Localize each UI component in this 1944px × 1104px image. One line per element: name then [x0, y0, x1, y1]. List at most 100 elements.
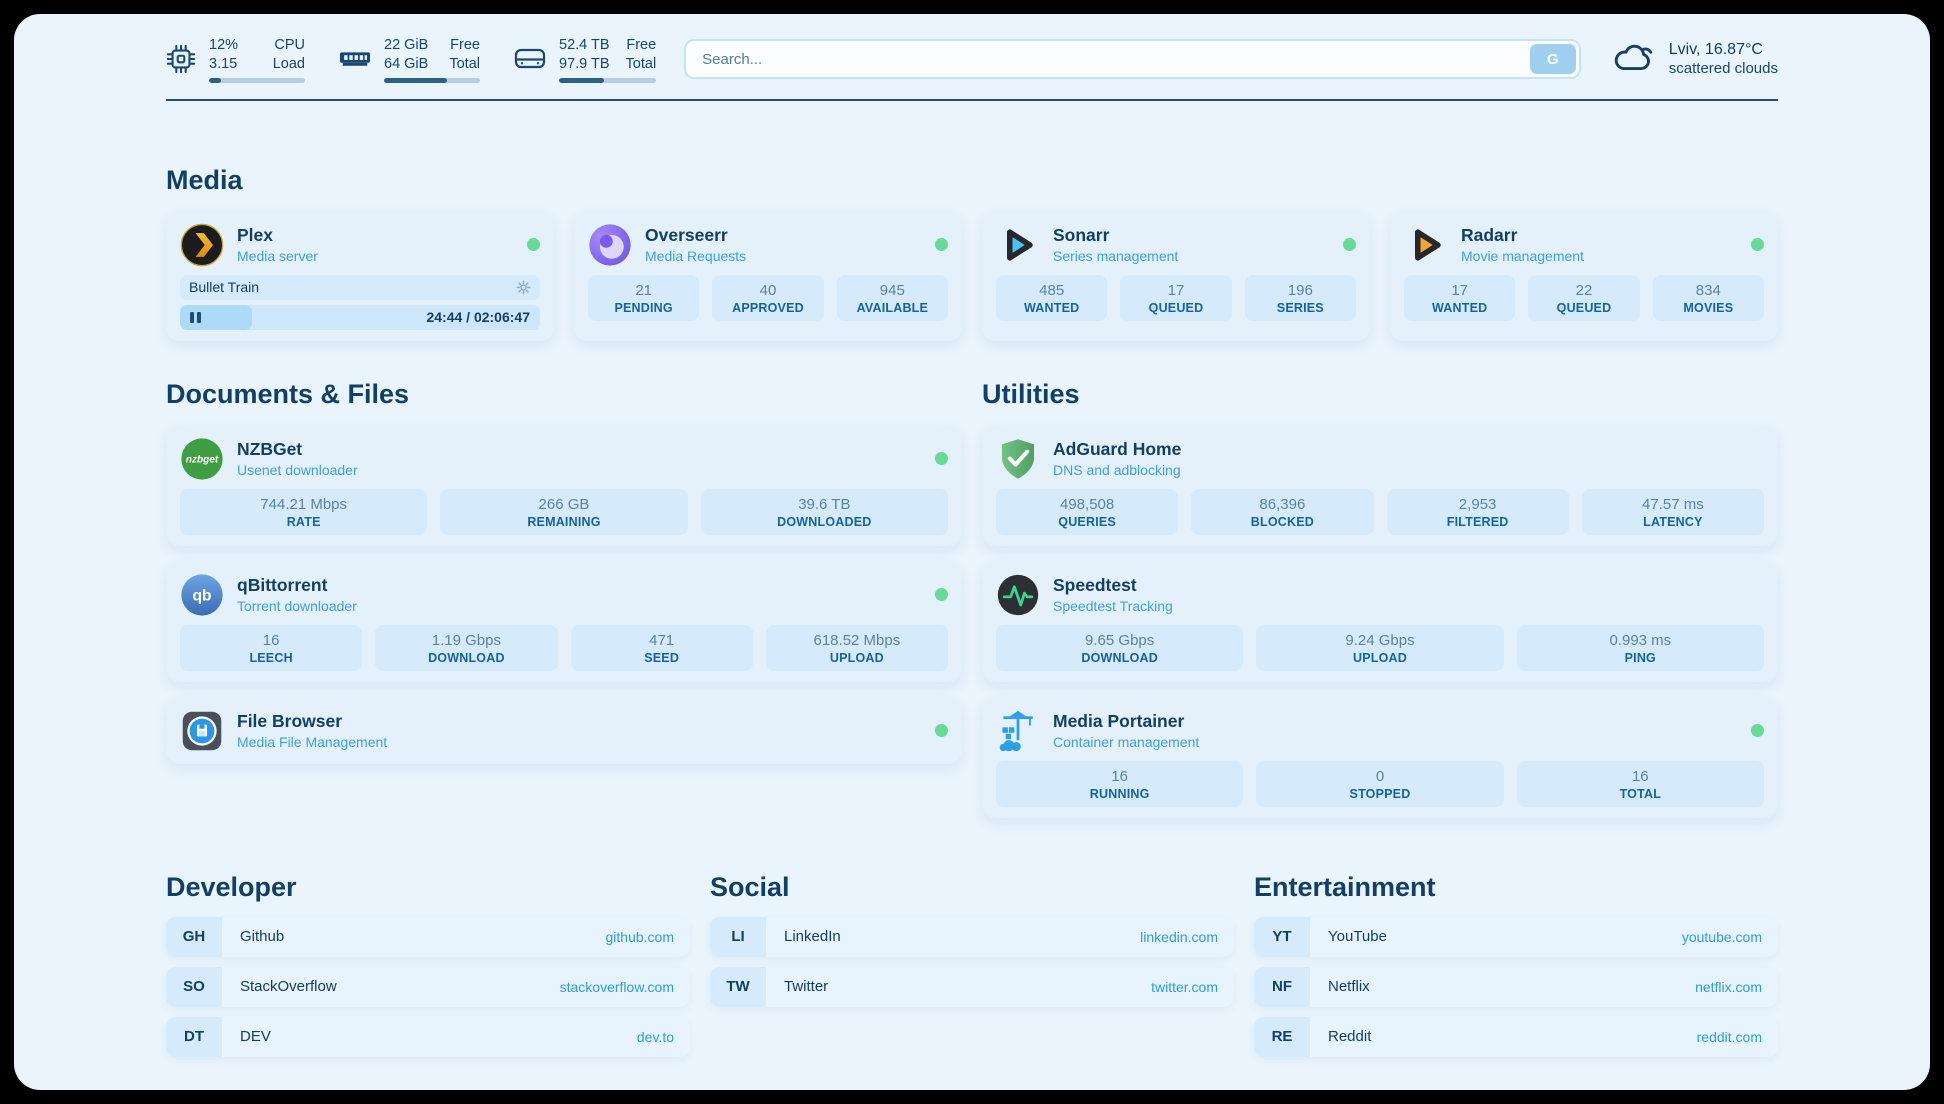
column-utilities: Utilities AdGuard Home: [982, 379, 1778, 818]
link-netflix[interactable]: NF Netflix netflix.com: [1254, 966, 1778, 1007]
status-dot: [935, 724, 948, 738]
stat-upload: 9.24 Gbps UPLOAD: [1256, 624, 1504, 671]
cpu-values: 12% 3.15: [209, 37, 239, 72]
app-name: qBittorrent: [237, 575, 328, 596]
svg-text:qb: qb: [192, 587, 211, 604]
app-card-plex[interactable]: Plex Media server Bullet Train: [166, 211, 554, 341]
weather-widget: Lviv, 16.87°C scattered clouds: [1611, 40, 1778, 79]
stat-total: 16 TOTAL: [1516, 760, 1764, 807]
link-name: DEV: [240, 1028, 271, 1046]
link-url: twitter.com: [1151, 978, 1218, 995]
app-name: Media Portainer: [1053, 711, 1185, 732]
app-card-portainer[interactable]: Media Portainer Container management 16 R…: [982, 697, 1778, 818]
link-name: YouTube: [1328, 928, 1387, 946]
stat-remaining: 266 GB REMAINING: [440, 488, 688, 535]
link-stackoverflow[interactable]: SO StackOverflow stackoverflow.com: [166, 966, 690, 1007]
app-name: Radarr: [1461, 225, 1518, 246]
disk-progress-bar: [559, 77, 657, 83]
app-description: Movie management: [1461, 248, 1584, 265]
playback-progress-bar[interactable]: 24:44 / 02:06:47: [180, 304, 540, 330]
app-description: DNS and adblocking: [1053, 462, 1181, 479]
link-abbr: YT: [1254, 916, 1310, 957]
cpu-labels: CPU Load: [272, 37, 305, 72]
app-card-speedtest[interactable]: Speedtest Speedtest Tracking 9.65 Gbps DO…: [982, 561, 1778, 682]
stat-series: 196 SERIES: [1244, 274, 1356, 321]
section-title-developer: Developer: [166, 871, 297, 902]
topbar-divider: [166, 98, 1778, 101]
link-linkedin[interactable]: LI LinkedIn linkedin.com: [710, 916, 1234, 957]
link-name: Twitter: [784, 978, 829, 996]
app-description: Media Requests: [645, 248, 747, 265]
stat-upload: 618.52 Mbps UPLOAD: [765, 624, 948, 671]
link-dev[interactable]: DT DEV dev.to: [166, 1016, 690, 1057]
disk-icon: [514, 46, 546, 72]
link-name: Reddit: [1328, 1028, 1372, 1046]
links-social: Social LI LinkedIn linkedin.com TW Twitt…: [710, 872, 1234, 1007]
stat-download: 9.65 Gbps DOWNLOAD: [996, 624, 1244, 671]
qbittorrent-icon: qb: [180, 573, 224, 617]
links-developer: Developer GH Github github.com SO StackO…: [166, 872, 690, 1057]
link-name: Github: [240, 928, 285, 946]
column-documents: Documents & Files nzbget NZBGet U: [166, 379, 962, 764]
link-url: dev.to: [636, 1028, 674, 1045]
app-description: Series management: [1053, 248, 1179, 265]
app-card-radarr[interactable]: Radarr Movie management 17 WANTED 22 QUEUE…: [1390, 211, 1778, 341]
app-name: Sonarr: [1053, 225, 1110, 246]
disk-widget: 52.4 TB 97.9 TB Free Total: [514, 36, 657, 83]
status-dot: [935, 238, 948, 252]
search-input[interactable]: [684, 39, 1581, 80]
status-dot: [935, 588, 948, 602]
stat-available: 945 AVAILABLE: [836, 274, 948, 321]
app-card-adguard[interactable]: AdGuard Home DNS and adblocking 498,508 Q…: [982, 425, 1778, 546]
stat-ping: 0.993 ms PING: [1516, 624, 1764, 671]
overseerr-icon: [588, 223, 632, 267]
stat-running: 16 RUNNING: [996, 760, 1244, 807]
app-card-qbittorrent[interactable]: qb qBittorrent Torrent downloader 16 LEEC…: [166, 561, 962, 682]
link-youtube[interactable]: YT YouTube youtube.com: [1254, 916, 1778, 957]
link-reddit[interactable]: RE Reddit reddit.com: [1254, 1016, 1778, 1057]
link-url: stackoverflow.com: [559, 978, 674, 995]
app-description: Torrent downloader: [237, 598, 357, 615]
app-name: Overseerr: [645, 225, 728, 246]
link-abbr: SO: [166, 966, 222, 1007]
stat-rate: 744.21 Mbps RATE: [180, 488, 428, 535]
stat-queries: 498,508 QUERIES: [996, 488, 1179, 535]
svg-text:nzbget: nzbget: [186, 454, 219, 465]
link-name: StackOverflow: [240, 978, 337, 996]
section-title-entertainment: Entertainment: [1254, 871, 1436, 902]
top-bar: 12% 3.15 CPU Load: [166, 14, 1778, 83]
link-url: github.com: [605, 928, 674, 945]
gear-icon[interactable]: [516, 280, 531, 295]
stat-queued: 17 QUEUED: [1120, 274, 1232, 321]
link-abbr: DT: [166, 1016, 222, 1057]
stat-leech: 16 LEECH: [180, 624, 363, 671]
link-twitter[interactable]: TW Twitter twitter.com: [710, 966, 1234, 1007]
status-dot: [1751, 724, 1764, 738]
app-description: Media server: [237, 248, 318, 265]
app-description: Container management: [1053, 734, 1200, 751]
link-url: netflix.com: [1695, 978, 1762, 995]
link-github[interactable]: GH Github github.com: [166, 916, 690, 957]
app-card-filebrowser[interactable]: File Browser Media File Management: [166, 697, 962, 764]
stat-approved: 40 APPROVED: [712, 274, 824, 321]
stat-wanted: 485 WANTED: [996, 274, 1108, 321]
link-url: youtube.com: [1681, 928, 1762, 945]
section-title-utilities: Utilities: [982, 378, 1080, 409]
link-name: Netflix: [1328, 978, 1370, 996]
now-playing-title: Bullet Train: [189, 279, 260, 296]
search-engine-button[interactable]: G: [1529, 44, 1576, 75]
stat-stopped: 0 STOPPED: [1256, 760, 1504, 807]
app-description: Speedtest Tracking: [1053, 598, 1173, 615]
status-dot: [527, 238, 540, 252]
app-card-overseerr[interactable]: Overseerr Media Requests 21 PENDING 40 APP…: [574, 211, 962, 341]
memory-icon: [339, 49, 371, 69]
speedtest-icon: [996, 573, 1040, 617]
app-name: Speedtest: [1053, 575, 1137, 596]
dashboard-window: 12% 3.15 CPU Load: [14, 14, 1930, 1090]
cloud-icon: [1611, 40, 1657, 79]
link-abbr: LI: [710, 916, 766, 957]
app-card-nzbget[interactable]: nzbget NZBGet Usenet downloader 744.21 M…: [166, 425, 962, 546]
app-card-sonarr[interactable]: Sonarr Series management 485 WANTED 17 QUE…: [982, 211, 1370, 341]
system-monitor-group: 12% 3.15 CPU Load: [166, 36, 657, 83]
adguard-icon: [996, 437, 1040, 481]
